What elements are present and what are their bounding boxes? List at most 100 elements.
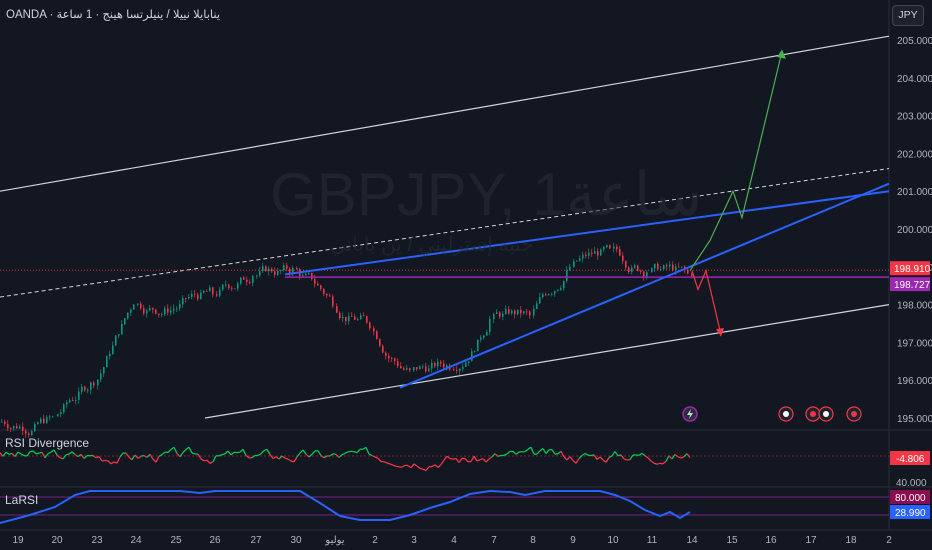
time-tick-label: 30: [290, 535, 302, 546]
rsi-title[interactable]: RSI Divergence: [5, 436, 90, 450]
candle-body: [84, 386, 86, 391]
candle-body: [576, 260, 578, 262]
candle-body: [600, 249, 602, 256]
rsi-segment: [479, 458, 484, 461]
candle-body: [545, 294, 547, 296]
candle-body: [43, 418, 45, 424]
rsi-segment: [536, 450, 541, 455]
candle-body: [1, 421, 3, 423]
candle-body: [529, 311, 531, 316]
candle-body: [97, 379, 99, 386]
symbol-header[interactable]: OANDA · ينابايلا نييلا / ينيلرتسا هينج ·…: [6, 9, 221, 21]
rsi-segment: [653, 462, 658, 465]
rsi-segment: [650, 460, 655, 464]
candle-body: [462, 366, 464, 369]
rsi-segment: [422, 468, 427, 472]
rsi-segment: [2, 451, 7, 457]
rsi-segment: [26, 451, 31, 457]
candle-body: [336, 306, 338, 313]
larsi-title[interactable]: LaRSI: [5, 493, 39, 507]
rsi-segment: [161, 451, 166, 456]
rsi-segment: [449, 457, 454, 460]
candle-body: [228, 284, 230, 288]
candle-body: [194, 293, 196, 295]
candle-body: [52, 416, 54, 418]
rsi-segment: [74, 453, 79, 458]
time-axis: 19 20 23 24 25 26 27 30 يوليو 2 3 4 7 8 9 10 11 14 15 16 17 1…: [12, 535, 892, 546]
candle-body: [379, 339, 381, 346]
projection-up-path: [689, 51, 783, 271]
rsi-segment: [644, 455, 649, 459]
candle-body: [179, 304, 181, 309]
symbol-watermark-subtitle: جنيه إسترليني / ين ياباني: [330, 234, 534, 256]
time-tick-label: 23: [91, 535, 103, 546]
rsi-segment: [506, 450, 511, 455]
time-tick-label: 2: [372, 535, 378, 546]
candle-body: [431, 363, 433, 369]
rsi-segment: [38, 451, 43, 454]
rsi-segment: [581, 452, 586, 457]
candle-body: [308, 272, 310, 275]
candle-body: [523, 311, 525, 314]
candle-body: [483, 335, 485, 338]
channel-mid-line: [0, 168, 890, 298]
candle-body: [675, 266, 677, 271]
rsi-segment: [152, 458, 157, 463]
rsi-segment: [647, 457, 652, 462]
rsi-segment: [545, 449, 550, 454]
candle-body: [222, 284, 224, 290]
candle-body: [514, 310, 516, 315]
candle-body: [249, 281, 251, 284]
candle-body: [471, 351, 473, 362]
candle-body: [265, 266, 267, 272]
rsi-segment: [452, 457, 457, 460]
rsi-segment: [470, 455, 475, 462]
rsi-segment: [116, 456, 121, 464]
rsi-segment: [212, 455, 217, 463]
price-tick-label: 203.000: [897, 112, 932, 123]
rsi-segment: [530, 446, 535, 455]
candle-body: [16, 426, 18, 429]
economic-event-flag: [783, 411, 789, 417]
candle-body: [72, 400, 74, 401]
candle-body: [161, 314, 163, 316]
candle-body: [681, 266, 683, 268]
rsi-segment: [242, 448, 247, 456]
rsi-segment: [275, 456, 280, 460]
candle-body: [212, 287, 214, 295]
candle-body: [176, 308, 178, 310]
candle-body: [597, 251, 599, 256]
rsi-value-label: -4.806: [896, 454, 925, 465]
candle-body: [317, 283, 319, 286]
candle-body: [296, 268, 298, 270]
candle-body: [672, 264, 674, 271]
candle-body: [60, 412, 62, 415]
time-tick-label: 8: [530, 535, 536, 546]
larsi-level-label: 80.000: [895, 493, 926, 504]
economic-event-flag: [823, 411, 829, 417]
time-tick-label: 7: [491, 535, 497, 546]
candle-body: [209, 287, 211, 292]
candle-body: [329, 295, 331, 297]
candle-body: [188, 297, 190, 299]
rsi-segment: [611, 451, 616, 457]
rsi-segment: [188, 446, 193, 454]
rsi-segment: [245, 454, 250, 459]
candle-body: [419, 366, 421, 370]
candle-body: [508, 309, 510, 314]
currency-button[interactable]: JPY: [892, 5, 924, 26]
candle-body: [243, 277, 245, 280]
rsi-segment: [92, 455, 97, 459]
candle-body: [533, 308, 535, 316]
rsi-value-badge: [890, 451, 930, 465]
rsi-segment: [80, 454, 85, 459]
candle-body: [416, 367, 418, 370]
candle-body: [283, 265, 285, 271]
candle-body: [651, 268, 653, 273]
candle-body: [127, 312, 129, 319]
candle-body: [219, 289, 221, 296]
candle-body: [382, 345, 384, 353]
candle-body: [360, 315, 362, 320]
candle-body: [687, 269, 689, 274]
